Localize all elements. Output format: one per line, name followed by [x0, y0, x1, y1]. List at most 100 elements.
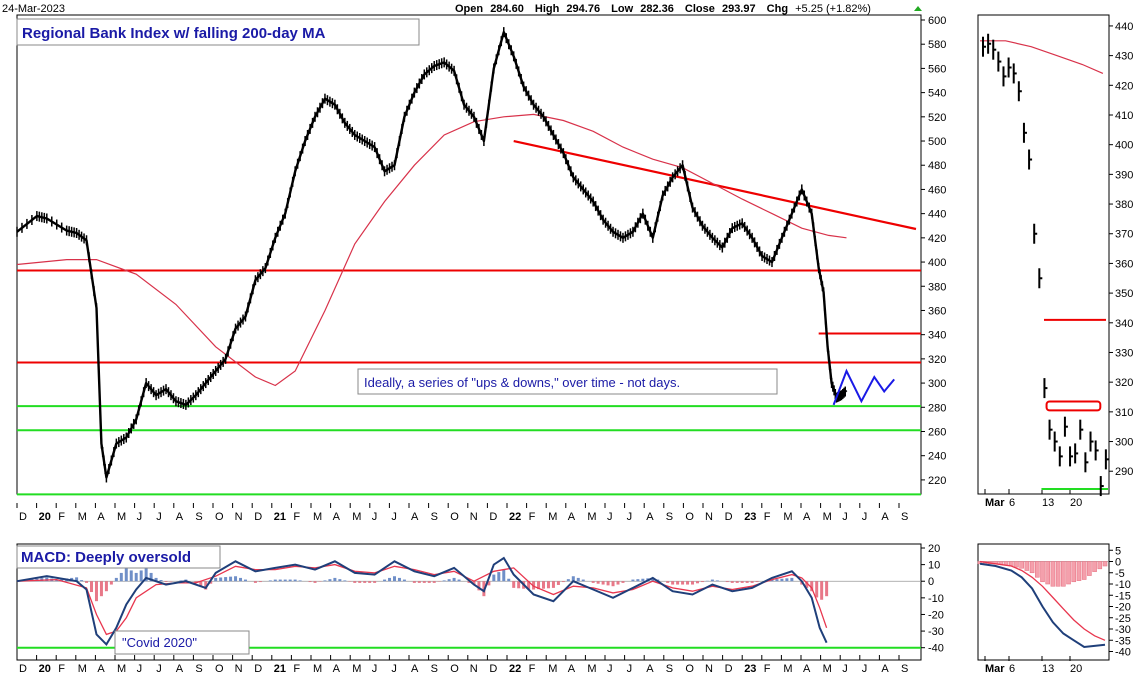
x-tick-label: 20: [39, 663, 51, 675]
y-tick-label: 360: [1115, 258, 1133, 270]
x-tick-label: J: [627, 511, 633, 523]
macd-title-box: [16, 545, 221, 569]
y-tick-label: 580: [928, 39, 946, 51]
x-tick-label: M: [313, 511, 322, 523]
x-tick-label: M: [783, 663, 792, 675]
y-tick-label: -25: [1115, 613, 1131, 625]
x-tick-label: A: [803, 663, 811, 675]
y-tick-label: 300: [928, 378, 946, 390]
x-tick-label: M: [548, 663, 557, 675]
x-tick-label: N: [470, 511, 478, 523]
x-tick-label: 13: [1042, 663, 1054, 675]
x-tick-label: 21: [274, 511, 286, 523]
covid-box: [114, 630, 250, 655]
x-tick-label: N: [235, 511, 243, 523]
zoom-levels: [1041, 318, 1108, 491]
macd-zoom-histogram-bar: [1014, 561, 1019, 568]
x-tick-label: 22: [509, 511, 521, 523]
x-tick-label: S: [431, 663, 438, 675]
chg-value: +5.25 (+1.82%): [795, 3, 871, 15]
up-arrow-icon: [914, 6, 922, 11]
macd-zoom-histogram-bar: [1102, 561, 1108, 567]
x-tick-label: Mar: [985, 663, 1005, 675]
main-y-axis: 220 240 260 280 300 320 340 360 380 400 420 440 460 4…: [921, 15, 946, 487]
y-tick-label: 330: [1115, 347, 1133, 359]
x-tick-label: N: [705, 663, 713, 675]
x-tick-label: A: [568, 511, 576, 523]
x-tick-label: J: [842, 663, 848, 675]
x-tick-label: A: [411, 511, 419, 523]
macd-line: [16, 556, 828, 647]
macd-zoom-line: [979, 562, 1106, 649]
x-tick-label: M: [78, 663, 87, 675]
y-tick-label: 0: [928, 576, 934, 588]
x-tick-label: 6: [1009, 663, 1015, 675]
x-tick-label: F: [293, 511, 300, 523]
y-tick-label: 420: [1115, 80, 1133, 92]
x-tick-label: A: [176, 511, 184, 523]
x-tick-label: M: [78, 511, 87, 523]
x-tick-label: D: [489, 511, 497, 523]
title-box: [16, 18, 420, 46]
x-tick-label: A: [333, 511, 341, 523]
macd-zoom-histogram-bar: [1071, 561, 1077, 583]
macd-zoom-histogram-bar: [1040, 561, 1045, 583]
macd-zoom-histogram-bar: [1024, 561, 1030, 571]
x-tick-label: M: [823, 511, 832, 523]
zoom-y-axis: 290 300 310 320 330 340 350 360 370 380 390 400 410 4…: [1109, 21, 1133, 478]
x-tick-label: N: [235, 663, 243, 675]
y-tick-label: 420: [928, 233, 946, 245]
x-tick-label: O: [685, 663, 694, 675]
y-tick-label: 430: [1115, 51, 1133, 63]
y-tick-label: 350: [1115, 288, 1133, 300]
x-tick-label: M: [587, 511, 596, 523]
x-tick-label: N: [470, 663, 478, 675]
x-tick-label: 20: [1070, 497, 1082, 509]
x-tick-label: F: [293, 663, 300, 675]
x-tick-label: M: [783, 511, 792, 523]
y-tick-label: 280: [928, 402, 946, 414]
x-tick-label: A: [646, 663, 654, 675]
y-tick-label: -20: [1115, 602, 1131, 614]
y-tick-label: 320: [1115, 377, 1133, 389]
x-tick-label: J: [156, 663, 162, 675]
x-tick-label: O: [450, 663, 459, 675]
y-tick-label: 0: [1115, 557, 1121, 569]
x-tick-label: F: [529, 663, 536, 675]
header: 24-Mar-2023 Open 284.60 High 294.76 Low …: [2, 3, 922, 15]
x-tick-label: M: [548, 511, 557, 523]
x-tick-label: O: [685, 511, 694, 523]
y-tick-label: 340: [1115, 318, 1133, 330]
x-tick-label: J: [391, 663, 397, 675]
x-tick-label: F: [58, 663, 65, 675]
macd-zoom-histogram-bar: [1092, 561, 1097, 572]
x-tick-label: F: [529, 511, 536, 523]
y-tick-label: -35: [1115, 635, 1131, 647]
y-tick-label: 400: [1115, 140, 1133, 152]
macd-zoom-histogram-bar: [1061, 561, 1066, 587]
open-value: 284.60: [490, 3, 524, 15]
macd-zoom-histogram-bar: [1045, 561, 1051, 585]
y-tick-label: 260: [928, 426, 946, 438]
x-tick-label: A: [568, 663, 576, 675]
macd-x-axis: D 20 F M A M J J A S O N D 21 F M A M J J A S O N D 22 F M A M J J A S O N D…: [16, 655, 908, 675]
x-tick-label: M: [587, 663, 596, 675]
x-tick-label: 23: [744, 511, 756, 523]
y-tick-label: 380: [1115, 199, 1133, 211]
x-tick-label: 20: [1070, 663, 1082, 675]
macd-zoom-histogram-bar: [1050, 561, 1056, 587]
x-tick-label: D: [489, 663, 497, 675]
x-tick-label: S: [195, 511, 202, 523]
x-tick-label: A: [803, 511, 811, 523]
y-tick-label: 240: [928, 451, 946, 463]
low-label: Low: [611, 3, 633, 15]
x-tick-label: J: [156, 511, 162, 523]
main-chart-title: Regional Bank Index w/ falling 200-day M…: [22, 25, 326, 42]
main-x-axis: D 20 F M A M J J A S O N D 21 F M A M J J A S O N D 22 F M A M J J A S O N D…: [16, 503, 908, 523]
x-tick-label: Mar: [985, 497, 1005, 509]
macd-zoom-series: [977, 560, 1108, 649]
y-tick-label: 440: [928, 209, 946, 221]
x-tick-label: D: [19, 663, 27, 675]
x-tick-label: J: [607, 663, 613, 675]
y-tick-label: 220: [928, 475, 946, 487]
